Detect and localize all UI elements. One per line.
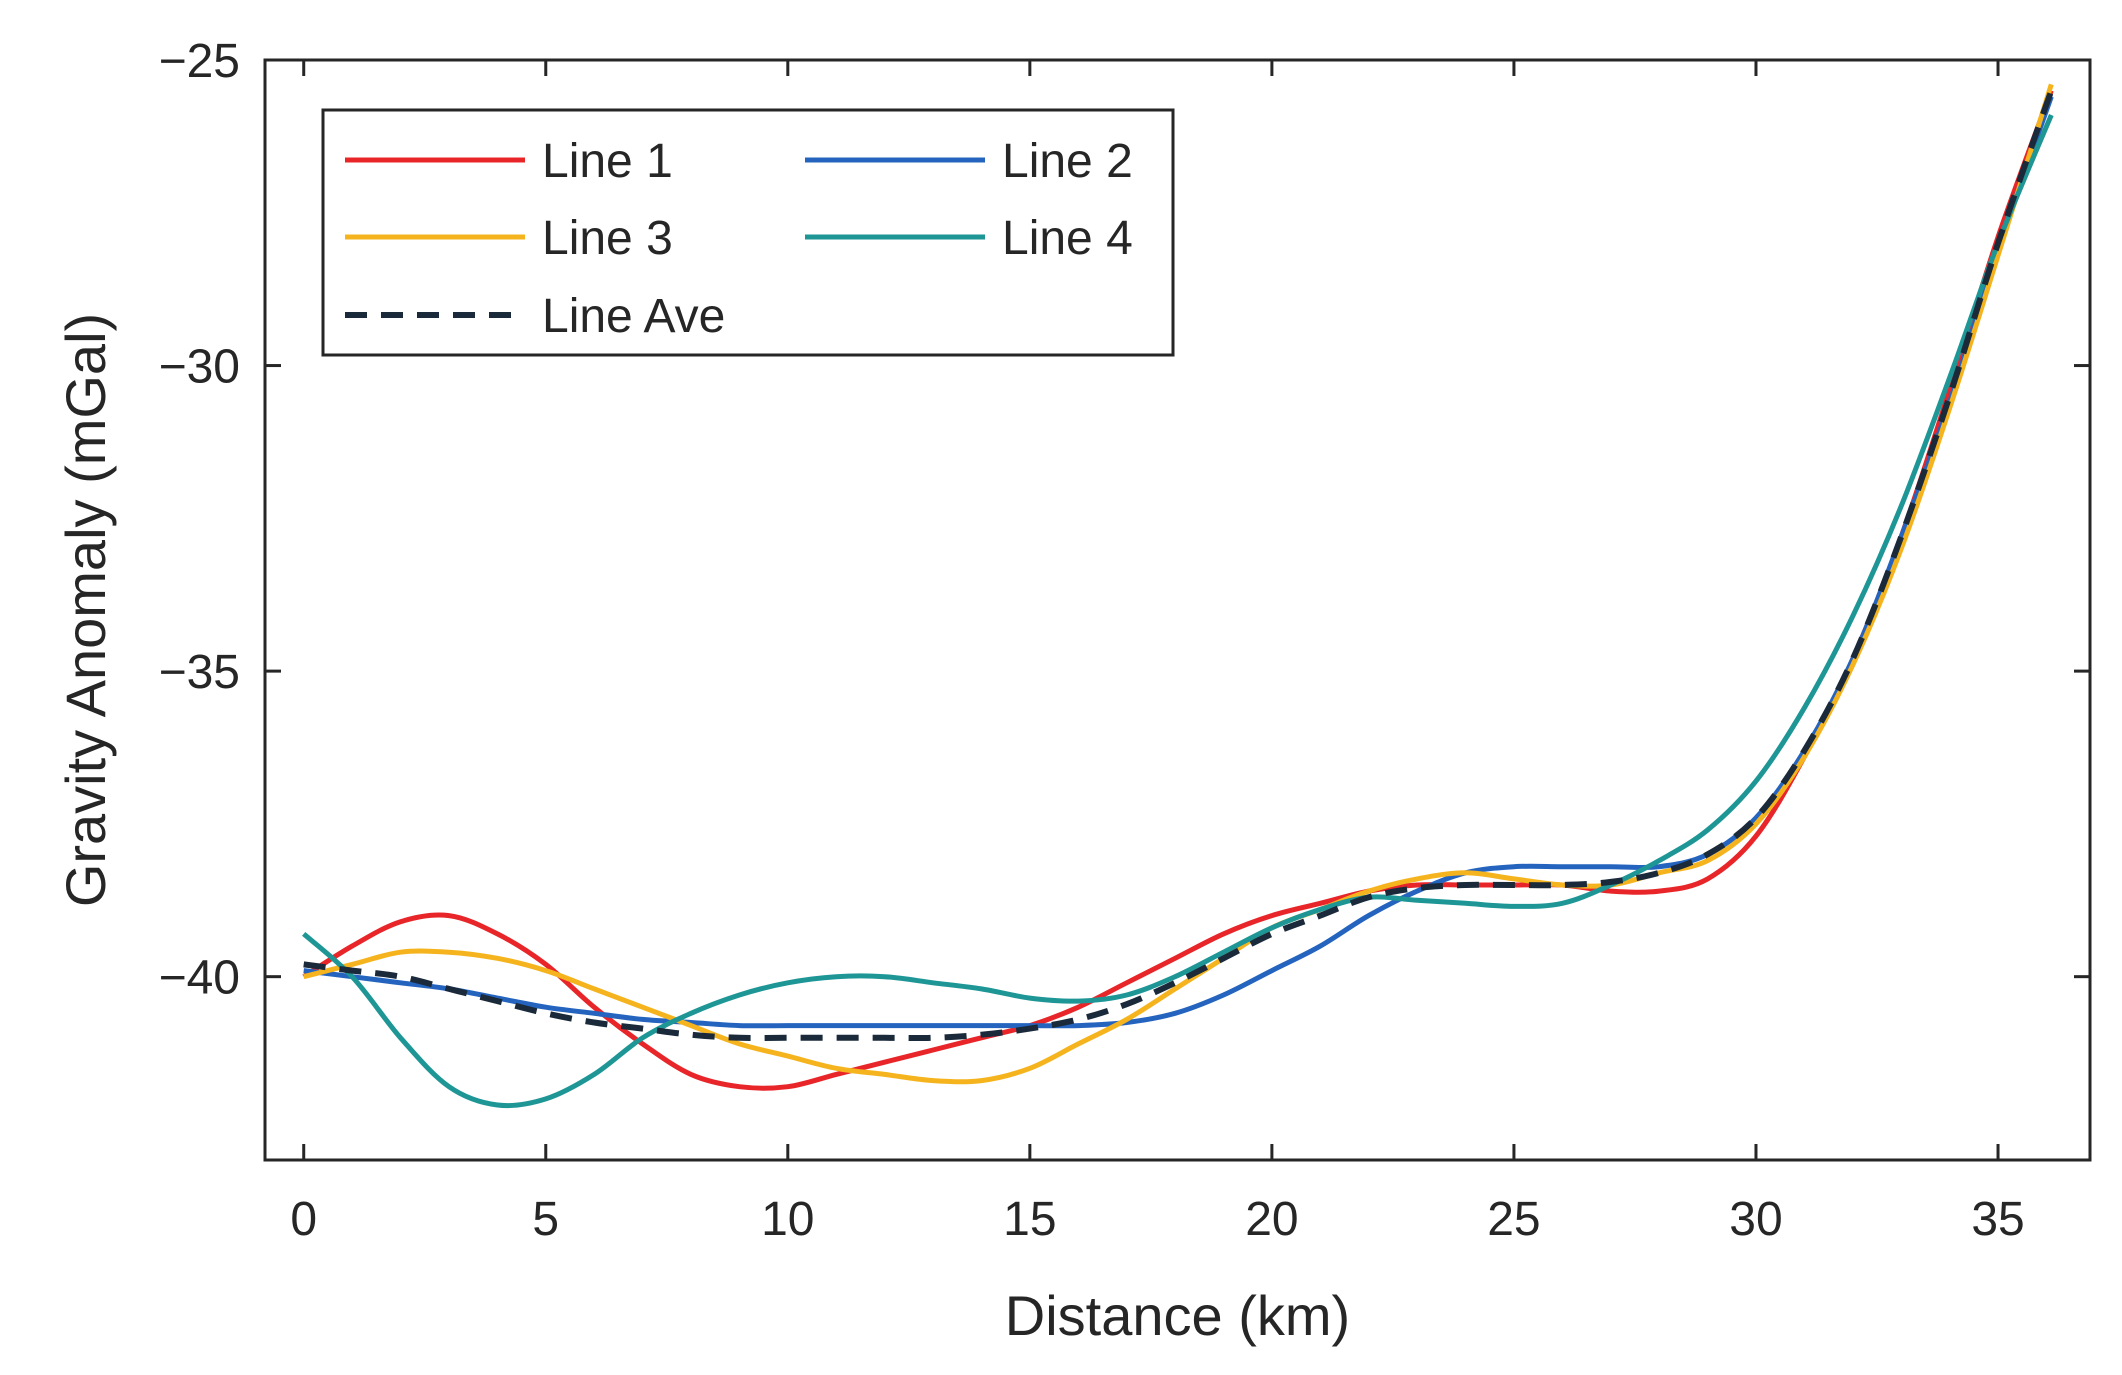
y-tick-label: −30 [159, 341, 240, 394]
y-tick-label: −25 [159, 35, 240, 88]
legend: Line 1 Line 2 Line 3 Line 4 Line Ave [321, 108, 1175, 357]
x-tick-label: 15 [1003, 1193, 1056, 1246]
x-axis-label: Distance (km) [1005, 1284, 1350, 1347]
legend-label: Line 3 [542, 212, 673, 265]
x-tick-label: 25 [1487, 1193, 1540, 1246]
x-tick-label: 10 [761, 1193, 814, 1246]
plot-area-frame [263, 58, 2092, 1162]
legend-label: Line Ave [542, 290, 725, 343]
x-tick-label: 20 [1245, 1193, 1298, 1246]
series-line-line-ave [303, 89, 2055, 1042]
series-line-line-4 [302, 114, 2054, 1109]
legend-label: Line 1 [542, 135, 673, 188]
x-tick-label: 5 [532, 1193, 559, 1246]
legend-label: Line 4 [1002, 212, 1133, 265]
x-tick-label: 30 [1729, 1193, 1782, 1246]
series-lines [302, 83, 2055, 1109]
y-tick-label: −35 [159, 646, 240, 699]
x-tick-label: 0 [290, 1193, 317, 1246]
axis-ticks: 0 5 10 15 20 25 30 35 −25 −30 −35 −40 [159, 35, 2090, 1246]
legend-label: Line 2 [1002, 135, 1133, 188]
y-axis-label: Gravity Anomaly (mGal) [54, 313, 117, 907]
x-tick-label: 35 [1971, 1193, 2024, 1246]
y-tick-label: −40 [159, 952, 240, 1005]
series-line-line-2 [303, 95, 2054, 1029]
